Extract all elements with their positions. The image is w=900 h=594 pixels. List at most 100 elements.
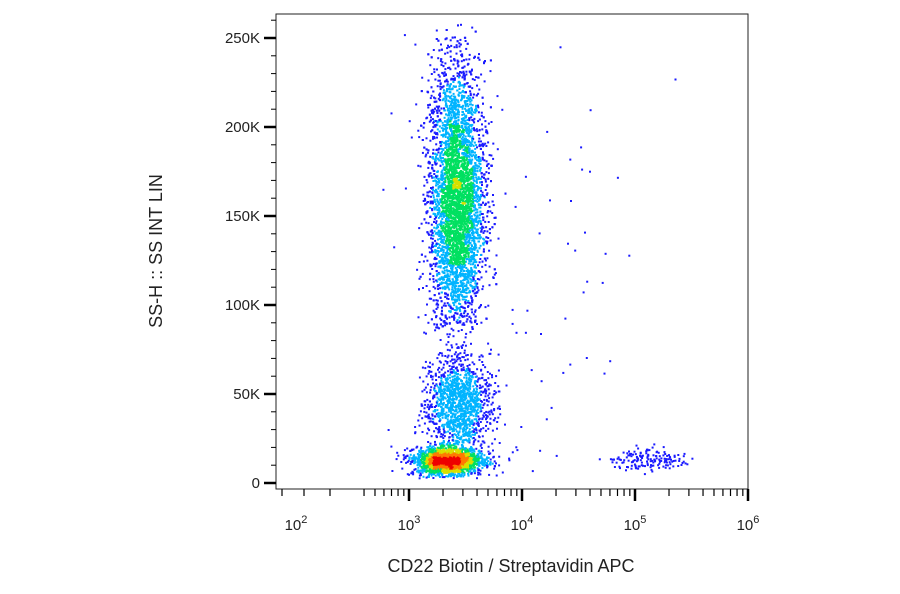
event-point (470, 231, 473, 234)
event-point (424, 255, 427, 258)
event-point (477, 92, 480, 95)
event-point (440, 300, 443, 303)
event-point (435, 299, 438, 302)
event-point (434, 329, 437, 332)
event-point (467, 239, 470, 242)
event-point (442, 215, 445, 218)
event-point (462, 288, 464, 291)
event-point (436, 280, 439, 283)
event-point (450, 195, 453, 198)
event-point (453, 175, 456, 178)
event-point (449, 283, 452, 286)
event-point (460, 312, 463, 315)
event-point (453, 140, 456, 143)
event-point (443, 196, 446, 199)
event-point (464, 272, 467, 275)
event-point (484, 120, 487, 123)
event-point (448, 310, 451, 313)
event-point (470, 171, 473, 174)
event-point (470, 73, 473, 76)
event-point (447, 197, 450, 199)
event-point (467, 145, 470, 148)
event-point (457, 116, 460, 119)
event-point (492, 142, 495, 145)
event-point (455, 275, 458, 278)
event-point (430, 130, 432, 133)
event-point (460, 305, 463, 308)
event-point (478, 145, 481, 148)
event-point (470, 69, 473, 72)
event-point (437, 57, 440, 60)
event-point (460, 99, 462, 102)
event-point (432, 180, 435, 182)
event-point (448, 159, 451, 162)
event-point (475, 128, 478, 131)
event-point (440, 171, 443, 174)
event-point (438, 272, 441, 275)
event-point (452, 164, 455, 167)
event-point (487, 167, 490, 170)
event-point (479, 210, 482, 213)
event-point (467, 203, 470, 206)
event-point (471, 26, 474, 29)
event-point (436, 85, 439, 88)
event-point (438, 292, 441, 295)
event-point (465, 284, 468, 287)
event-point (448, 184, 451, 187)
event-point (447, 204, 450, 207)
event-point (421, 76, 424, 79)
event-point (480, 114, 483, 117)
event-point (451, 284, 454, 287)
event-point (438, 79, 441, 82)
event-point (461, 282, 464, 285)
event-point (454, 184, 457, 187)
event-point (463, 168, 466, 171)
event-point (443, 116, 446, 119)
event-point (469, 212, 472, 214)
event-point (482, 219, 485, 222)
event-point (468, 158, 471, 161)
event-point (450, 129, 453, 132)
event-point (453, 85, 456, 88)
event-point (449, 108, 452, 110)
event-point (444, 172, 446, 175)
event-point (451, 144, 454, 147)
event-point (446, 219, 449, 222)
event-point (425, 148, 428, 151)
event-point (435, 257, 438, 260)
event-point (459, 184, 462, 187)
event-point (484, 142, 487, 145)
event-point (427, 106, 430, 109)
event-point (462, 237, 465, 240)
event-point (479, 244, 482, 247)
event-point (461, 289, 464, 292)
event-point (418, 277, 421, 280)
event-point (487, 177, 490, 180)
event-point (427, 222, 430, 225)
event-point (434, 133, 437, 135)
event-point (432, 157, 435, 160)
event-point (464, 301, 467, 304)
event-point (442, 89, 445, 92)
event-point (494, 272, 497, 275)
event-point (471, 248, 474, 251)
event-point (455, 140, 458, 143)
event-point (451, 200, 454, 203)
event-point (481, 183, 483, 186)
event-point (468, 128, 471, 131)
event-point (449, 280, 451, 283)
event-point (467, 105, 470, 108)
event-point (444, 161, 447, 163)
event-point (468, 141, 471, 144)
event-point (461, 249, 463, 252)
event-point (458, 125, 461, 128)
event-point (445, 251, 448, 254)
event-point (475, 191, 478, 194)
event-point (433, 220, 435, 223)
event-point (435, 184, 438, 187)
event-point (466, 147, 469, 150)
event-point (458, 167, 461, 170)
event-point (466, 274, 469, 277)
event-point (444, 255, 447, 258)
event-point (431, 164, 434, 166)
